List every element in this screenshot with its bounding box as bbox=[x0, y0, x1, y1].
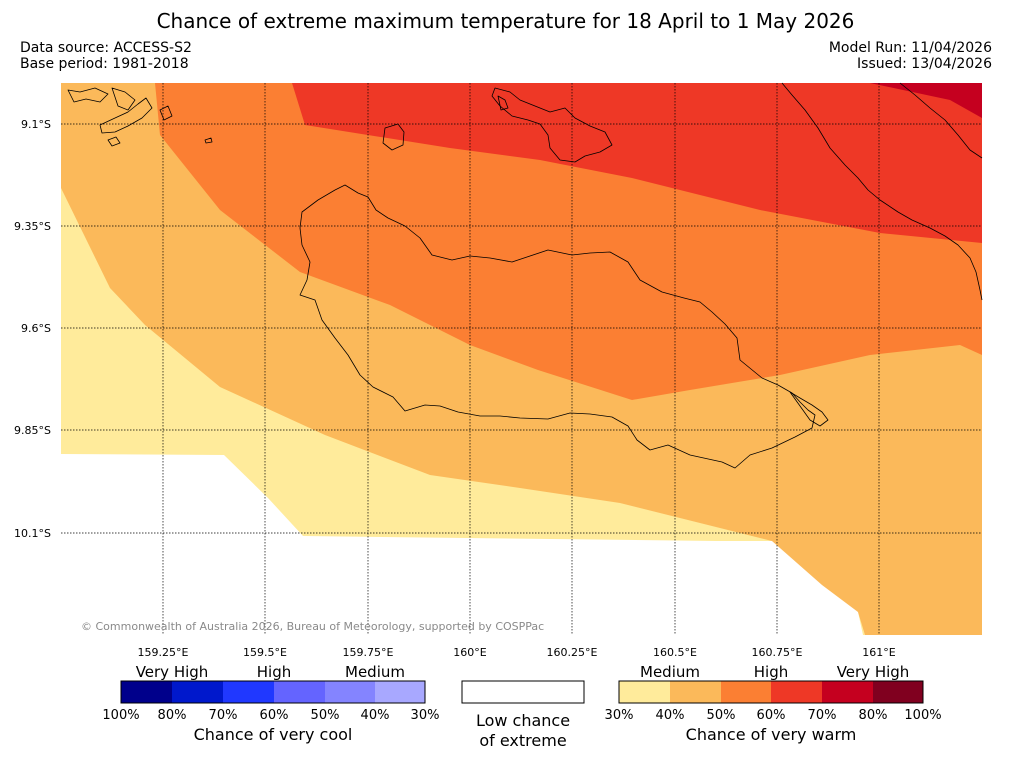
coastline-russell-islands bbox=[67, 87, 173, 147]
cool-category: High bbox=[257, 663, 291, 681]
cool-swatch-2 bbox=[172, 681, 223, 703]
coastline-small-islet bbox=[204, 137, 213, 144]
warm-swatch-4 bbox=[771, 681, 822, 703]
warm-swatch-5 bbox=[822, 681, 873, 703]
warm-frame bbox=[618, 680, 924, 704]
cool-tick: 100% bbox=[102, 708, 139, 723]
lon-label: 160.75°E bbox=[752, 646, 803, 659]
gridlines bbox=[61, 83, 982, 635]
warm-swatch-6 bbox=[873, 681, 923, 703]
coastline-malaita bbox=[781, 82, 983, 301]
warm-category: Very High bbox=[837, 663, 910, 681]
cool-frame bbox=[120, 680, 426, 704]
neutral-caption-line1: Low chance bbox=[476, 711, 570, 730]
lat-label: 10.1°S bbox=[14, 527, 51, 540]
warm-swatch-3 bbox=[721, 681, 771, 703]
warm-caption: Chance of very warm bbox=[686, 725, 857, 744]
cool-swatch-1 bbox=[121, 681, 172, 703]
warm-tick: 30% bbox=[605, 708, 634, 723]
warm-tick: 100% bbox=[904, 708, 941, 723]
neutral-caption-line2: of extreme bbox=[479, 731, 566, 750]
lon-label: 160.5°E bbox=[653, 646, 697, 659]
cool-swatch-6 bbox=[375, 681, 425, 703]
cool-caption: Chance of very cool bbox=[194, 725, 353, 744]
warm-swatch-1 bbox=[619, 681, 670, 703]
cool-swatch-3 bbox=[223, 681, 274, 703]
coastlines bbox=[67, 82, 983, 469]
cool-tick: 50% bbox=[311, 708, 340, 723]
band-70-80 bbox=[870, 83, 982, 118]
lon-label: 161°E bbox=[862, 646, 895, 659]
lat-label: 9.6°S bbox=[21, 322, 51, 335]
cool-category: Medium bbox=[345, 663, 405, 681]
lon-label: 160°E bbox=[453, 646, 486, 659]
warm-tick: 50% bbox=[707, 708, 736, 723]
warm-tick: 60% bbox=[757, 708, 786, 723]
legend-cool bbox=[120, 680, 426, 704]
model-run: Model Run: 11/04/2026 bbox=[828, 40, 992, 56]
band-60-70 bbox=[292, 83, 982, 243]
warm-category: Medium bbox=[640, 663, 700, 681]
map-title: Chance of extreme maximum temperature fo… bbox=[156, 9, 855, 33]
lon-label: 159.75°E bbox=[343, 646, 394, 659]
warm-category: High bbox=[754, 663, 788, 681]
lon-label: 159.5°E bbox=[243, 646, 287, 659]
lat-label: 9.1°S bbox=[21, 118, 51, 131]
cool-tick: 80% bbox=[158, 708, 187, 723]
coastline-guadalcanal bbox=[299, 184, 816, 469]
coastline-florida-islands bbox=[491, 87, 613, 163]
cool-tick: 70% bbox=[209, 708, 238, 723]
issued-date: Issued: 13/04/2026 bbox=[857, 56, 992, 72]
warm-swatch-2 bbox=[670, 681, 721, 703]
coastline-malaita-north bbox=[899, 82, 983, 159]
coastline-marau bbox=[789, 391, 829, 427]
lat-label: 9.35°S bbox=[14, 220, 51, 233]
cool-category: Very High bbox=[136, 663, 209, 681]
warm-tick: 70% bbox=[808, 708, 837, 723]
warm-tick: 40% bbox=[656, 708, 685, 723]
base-period: Base period: 1981-2018 bbox=[20, 56, 189, 72]
lon-label: 160.25°E bbox=[547, 646, 598, 659]
copyright-notice: © Commonwealth of Australia 2026, Bureau… bbox=[81, 620, 544, 633]
lat-label: 9.85°S bbox=[14, 424, 51, 437]
data-source: Data source: ACCESS-S2 bbox=[20, 40, 192, 56]
lon-label: 159.25°E bbox=[138, 646, 189, 659]
warm-tick: 80% bbox=[859, 708, 888, 723]
cool-swatch-5 bbox=[325, 681, 375, 703]
cool-tick: 40% bbox=[361, 708, 390, 723]
cool-swatch-4 bbox=[274, 681, 325, 703]
legend-warm bbox=[618, 680, 924, 704]
cool-tick: 60% bbox=[260, 708, 289, 723]
neutral-swatch bbox=[461, 680, 585, 704]
probability-bands bbox=[61, 83, 982, 635]
cool-tick: 30% bbox=[411, 708, 440, 723]
